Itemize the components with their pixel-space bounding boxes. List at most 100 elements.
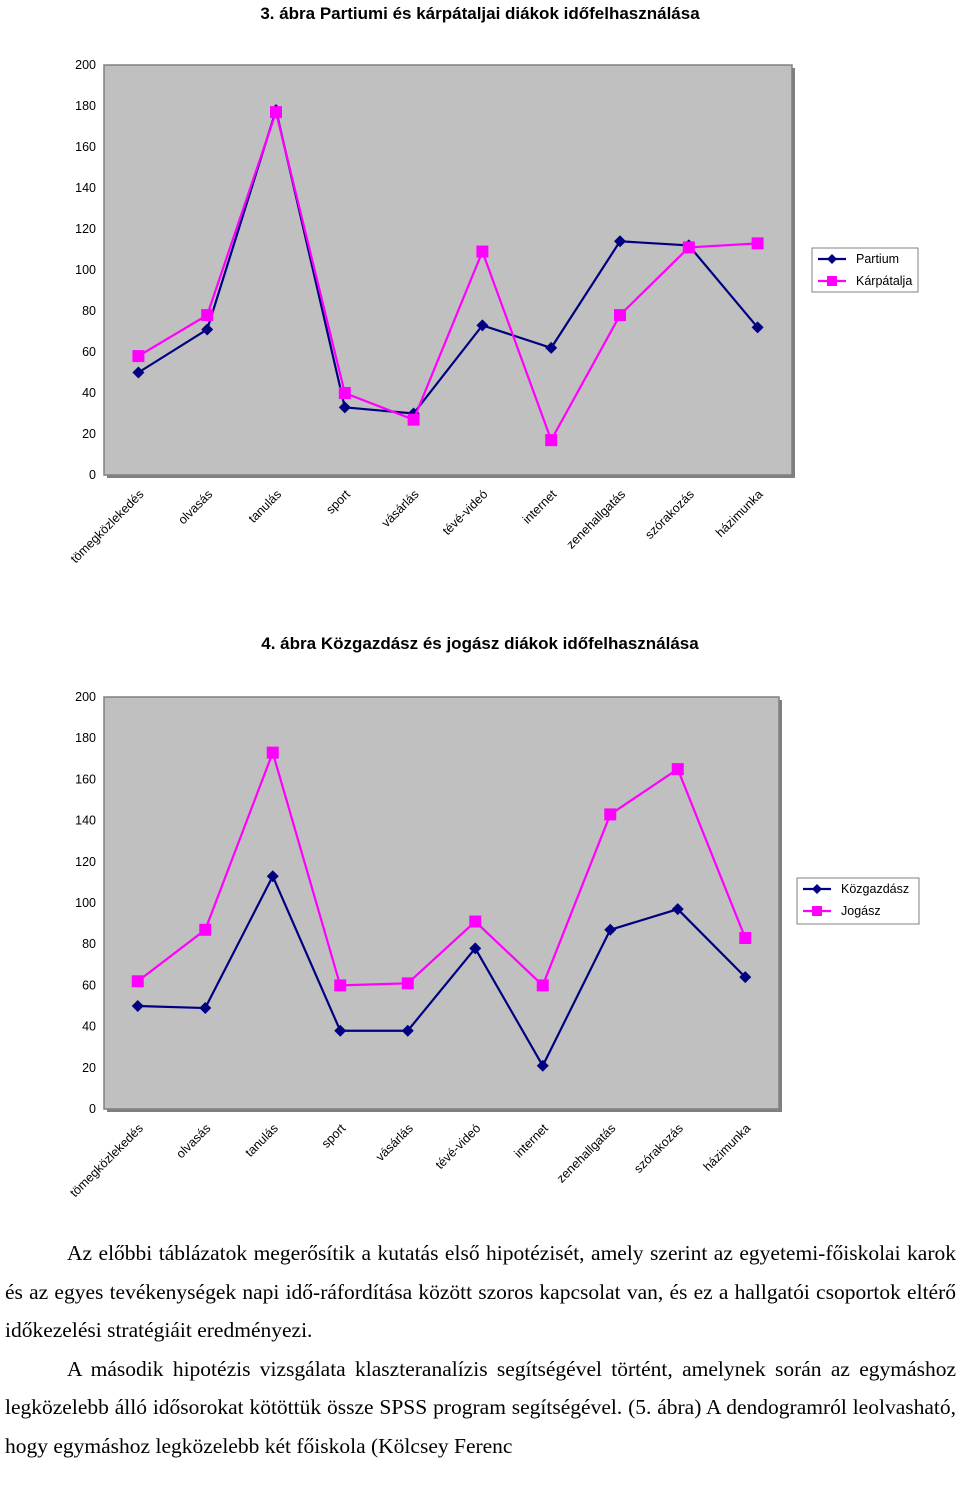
chart2-xtick-label: vásárlás [373,1121,416,1164]
chart2-ytick-label: 20 [82,1061,96,1075]
chart1-point [132,350,145,363]
chart2-xtick-label: házimunka [701,1121,754,1174]
chart2-point [604,808,617,821]
chart2-point [671,903,684,916]
chart1-point [407,413,420,426]
chart2-point [739,971,752,984]
chart2-point [199,1002,212,1015]
chart2-point [739,932,752,945]
chart2-legend-label: Közgazdász [841,882,909,896]
chart2-point [199,923,212,936]
chart2-xtick-label: szórakozás [631,1121,686,1176]
chart1-title: 3. ábra Partiumi és kárpátaljai diákok i… [260,4,700,23]
chart1-point [545,434,558,447]
chart1-ytick-label: 80 [82,304,96,318]
chart2-xtick-label: tévé-videó [433,1121,484,1172]
chart1-point [545,341,558,354]
chart2-ytick-label: 60 [82,978,96,992]
chart1-point [751,321,764,334]
chart1-ytick-label: 20 [82,427,96,441]
chart1-ytick-label: 120 [75,222,96,236]
chart1-xtick-label: internet [520,487,560,527]
chart2-point [401,977,414,990]
chart2-ytick-label: 100 [75,896,96,910]
chart2-point [401,1024,414,1037]
chart2-point [469,942,482,955]
chart2-point [334,979,347,992]
chart2-xtick-label: sport [319,1121,349,1151]
chart2-legend-marker [812,906,822,916]
chart2-point [266,746,279,759]
chart1-point [682,241,695,254]
chart1-legend-label: Kárpátalja [856,274,912,288]
chart2-xtick-label: olvasás [173,1121,213,1161]
chart1: 0 20 40 60 80 100 120 140 160 180 200 tömegközleked… [68,58,919,566]
chart2-ytick-label: 0 [89,1102,96,1116]
chart1-xtick-label: tanulás [246,487,284,525]
chart1-xtick-label: házimunka [713,487,766,540]
chart2-ytick-label: 140 [75,814,96,828]
chart1-ytick-label: 60 [82,345,96,359]
chart2-legend-marker [812,884,822,894]
chart1-ytick-label: 140 [75,181,96,195]
chart2: 0 20 40 60 80 100 120 140 160 180 200 tömegközleked… [67,690,920,1200]
chart1-point [201,323,214,336]
chart1-point [751,237,764,250]
chart1-xtick-label: olvasás [175,487,215,527]
chart1-point [476,319,489,332]
chart1-ytick-label: 100 [75,263,96,277]
chart2-ytick-label: 160 [75,772,96,786]
chart2-legend-label: Jogász [841,904,881,918]
chart1-ytick-label: 200 [75,58,96,72]
chart2-point [469,915,482,928]
chart1-xtick-label: sport [323,487,353,517]
chart2-xtick-label: internet [511,1121,551,1161]
chart1-ytick-label: 40 [82,386,96,400]
chart2-title: 4. ábra Közgazdász és jogász diákok időf… [261,634,699,653]
chart2-point [536,979,549,992]
chart2-point [604,923,617,936]
chart2-xtick-label: tömegközlekedés [67,1121,146,1200]
chart1-point [476,245,489,258]
chart2-point [334,1024,347,1037]
chart1-ytick-label: 0 [89,468,96,482]
chart1-series-line-1 [137,105,759,415]
chart2-ytick-label: 180 [75,731,96,745]
chart1-xtick-label: vásárlás [379,487,422,530]
chart2-ytick-label: 200 [75,690,96,704]
chart1-legend-label: Partium [856,252,899,266]
chart1-xtick-label: tévé-videó [440,487,491,538]
chart2-ytick-label: 40 [82,1020,96,1034]
chart1-point [338,387,351,399]
chart1-legend-marker [827,276,837,286]
chart2-series-line-2 [137,749,747,988]
paragraph-1: Az előbbi táblázatok megerősítik a kutat… [5,1241,956,1342]
chart1-ytick-label: 160 [75,140,96,154]
body-text: Az előbbi táblázatok megerősítik a kutat… [5,1234,956,1465]
chart2-plot-area [103,696,780,1110]
chart2-ytick-label: 80 [82,937,96,951]
chart1-point [201,309,214,322]
chart1-point [132,366,145,379]
chart1-ytick-label: 180 [75,99,96,113]
chart1-plot-area [103,64,793,476]
chart1-series-line-2 [137,108,758,443]
chart2-xtick-label: tanulás [242,1121,280,1159]
chart2-point [131,975,144,988]
chart1-xtick-label: zenehallgatás [564,487,628,551]
chart1-point [614,235,626,248]
chart2-ytick-label: 120 [75,855,96,869]
chart1-point [614,309,626,322]
chart1-point [338,401,351,414]
chart1-xtick-label: tömegközlekedés [68,487,147,566]
chart1-legend-marker [827,254,837,264]
paragraph-2: A második hipotézis vizsgálata klasztera… [5,1356,956,1458]
chart2-point [671,763,684,776]
chart2-series-line-1 [137,873,747,1069]
chart1-point [270,106,282,119]
chart2-point [266,870,279,883]
chart1-xtick-label: szórakozás [642,487,697,542]
chart2-point [536,1059,549,1072]
chart2-point [131,1000,144,1012]
chart2-xtick-label: zenehallgatás [554,1121,618,1185]
